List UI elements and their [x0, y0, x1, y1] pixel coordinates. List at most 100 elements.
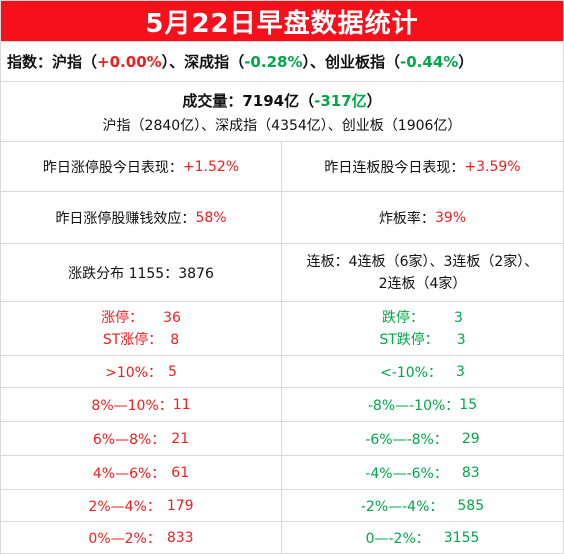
bucket-down-value: 83 [461, 465, 480, 481]
bucket-up-label: 0%—2%： [88, 531, 161, 547]
bucket-row: >10%： 5 <-10%： 3 [1, 355, 563, 388]
bucket-down-value: 3 [455, 364, 465, 380]
bucket-down-cell: -6%—-8%： 29 [282, 422, 563, 456]
bucket-down-label: -6%—-8%： [365, 432, 448, 448]
sz-open-paren: （ [229, 53, 245, 71]
volume-label: 成交量： [182, 91, 243, 110]
limit-up-value: 36 [163, 310, 181, 326]
volume-row: 成交量：7194亿（-317亿） 沪指（2840亿）、深成指（4354亿）、创业… [1, 81, 563, 142]
limit-down-label: 跌停： [382, 310, 425, 326]
limit-up-cell: 涨停： 36 ST涨停： 8 [1, 302, 282, 356]
bucket-up-label: 8%—10%： [91, 398, 173, 414]
volume-amount: 7194亿 [242, 91, 300, 110]
bucket-down-label: -8%—-10%： [367, 398, 460, 414]
sh-index-change: +0.00% [97, 52, 162, 71]
bucket-up-cell: 4%—6%： 61 [1, 456, 282, 490]
cy-open-paren: （ [385, 53, 401, 71]
bucket-up-cell: 6%—8%： 21 [1, 422, 282, 456]
limit-up-today-cell: 昨日涨停股今日表现： +1.52% [1, 142, 282, 192]
profit-effect-label: 昨日涨停股赚钱效应： [55, 211, 196, 227]
consec-board-cell: 连板：4连板（6家）、3连板（2家）、 2连板（4家） [282, 244, 563, 302]
performance-row: 昨日涨停股今日表现： +1.52% 昨日连板股今日表现： +3.59% [1, 141, 563, 192]
distribution-cell: 涨跌分布 1155：3876 [1, 244, 282, 302]
bucket-row: 4%—6%： 61 -4%—-6%： 83 [1, 455, 563, 490]
bucket-up-value: 179 [166, 498, 194, 514]
volume-breakdown: 沪指（2840亿）、深成指（4354亿）、创业板（1906亿） [102, 117, 462, 134]
cy-index-change: -0.44% [400, 52, 459, 71]
volume-change: -317亿 [314, 91, 367, 110]
profit-effect-row: 昨日涨停股赚钱效应： 58% 炸板率： 39% [1, 191, 563, 244]
bucket-up-value: 5 [167, 364, 177, 380]
consec-board-line2: 2连板（4家） [378, 276, 467, 292]
bucket-down-cell: <-10%： 3 [282, 356, 563, 388]
bucket-up-value: 61 [171, 465, 190, 481]
cy-close-paren: ） [458, 53, 474, 71]
limit-row: 涨停： 36 ST涨停： 8 跌停： 3 ST跌停： 3 [1, 301, 563, 356]
limit-down-cell: 跌停： 3 ST跌停： 3 [282, 302, 563, 356]
bucket-down-label: <-10%： [380, 365, 442, 381]
sz-close-paren: ）、 [302, 53, 325, 71]
bucket-row: 6%—8%： 21 -6%—-8%： 29 [1, 421, 563, 456]
index-label: 指数： [7, 53, 53, 71]
sh-open-paren: （ [82, 53, 98, 71]
bucket-down-cell: -8%—-10%： 15 [282, 388, 563, 422]
st-limit-up-value: 8 [170, 332, 180, 348]
volume-summary: 成交量：7194亿（-317亿） [182, 90, 381, 111]
bucket-row: 8%—10%： 11 -8%—-10%： 15 [1, 387, 563, 422]
limit-up-line: 涨停： 36 [101, 307, 181, 329]
limit-down-value: 3 [454, 310, 463, 326]
volume-open-paren: （ [299, 91, 315, 110]
limit-up-label: 涨停： [101, 310, 144, 326]
consec-board-line1: 连板：4连板（6家）、3连板（2家）、 [306, 254, 539, 270]
bucket-row: 0%—2%： 833 0—-2%： 3155 [1, 521, 563, 554]
st-limit-up-label: ST涨停： [102, 332, 163, 348]
sz-index-change: -0.28% [244, 52, 303, 71]
bucket-up-cell: 0%—2%： 833 [1, 522, 282, 554]
limit-up-today-label: 昨日涨停股今日表现： [42, 160, 183, 176]
limit-up-today-value: +1.52% [182, 159, 240, 175]
bucket-down-value: 585 [457, 498, 485, 514]
bucket-up-label: >10%： [105, 365, 162, 381]
bucket-up-cell: >10%： 5 [1, 356, 282, 388]
bucket-down-label: -2%—-4%： [360, 499, 444, 515]
bucket-row: 2%—4%： 179 -2%—-4%： 585 [1, 489, 563, 522]
bucket-down-value: 3155 [443, 530, 480, 546]
bucket-down-cell: -2%—-4%： 585 [282, 490, 563, 522]
bucket-down-value: 29 [461, 431, 480, 447]
st-limit-down-label: ST跌停： [379, 332, 439, 348]
page-title: 5月22日早盘数据统计 [1, 1, 563, 41]
st-limit-up-line: ST涨停： 8 [103, 329, 179, 351]
consec-board-today-label: 昨日连板股今日表现： [324, 160, 465, 176]
bucket-up-label: 2%—4%： [88, 499, 161, 515]
index-row: 指数： 沪指 （ +0.00% ）、 深成指 （ -0.28% ）、 创业板指 … [1, 41, 563, 81]
st-limit-down-line: ST跌停： 3 [379, 329, 465, 351]
st-limit-down-value: 3 [456, 332, 466, 348]
broken-board-value: 39% [434, 210, 467, 226]
bucket-up-cell: 2%—4%： 179 [1, 490, 282, 522]
bucket-down-cell: -4%—-6%： 83 [282, 456, 563, 490]
bucket-up-value: 11 [172, 397, 191, 413]
consec-board-today-value: +3.59% [464, 159, 521, 175]
broken-board-cell: 炸板率： 39% [282, 192, 563, 244]
bucket-down-label: 0—-2%： [365, 531, 430, 547]
broken-board-label: 炸板率： [378, 211, 435, 227]
sz-index-name: 深成指 [184, 53, 230, 71]
bucket-down-cell: 0—-2%： 3155 [282, 522, 563, 554]
distribution-row: 涨跌分布 1155：3876 连板：4连板（6家）、3连板（2家）、 2连板（4… [1, 243, 563, 302]
bucket-up-cell: 8%—10%： 11 [1, 388, 282, 422]
bucket-down-label: -4%—-6%： [365, 466, 448, 482]
sh-index-name: 沪指 [52, 53, 83, 71]
consec-board-today-cell: 昨日连板股今日表现： +3.59% [282, 142, 563, 192]
limit-down-line: 跌停： 3 [382, 307, 463, 329]
sh-close-paren: ）、 [161, 53, 185, 71]
volume-close-paren: ） [366, 91, 382, 110]
bucket-up-label: 6%—8%： [92, 432, 166, 448]
bucket-down-value: 15 [459, 397, 478, 413]
profit-effect-value: 58% [195, 210, 227, 226]
profit-effect-cell: 昨日涨停股赚钱效应： 58% [1, 192, 282, 244]
bucket-up-value: 833 [166, 530, 194, 546]
bucket-up-value: 21 [171, 431, 190, 447]
cy-index-name: 创业板指 [324, 53, 385, 71]
bucket-up-label: 4%—6%： [92, 466, 166, 482]
